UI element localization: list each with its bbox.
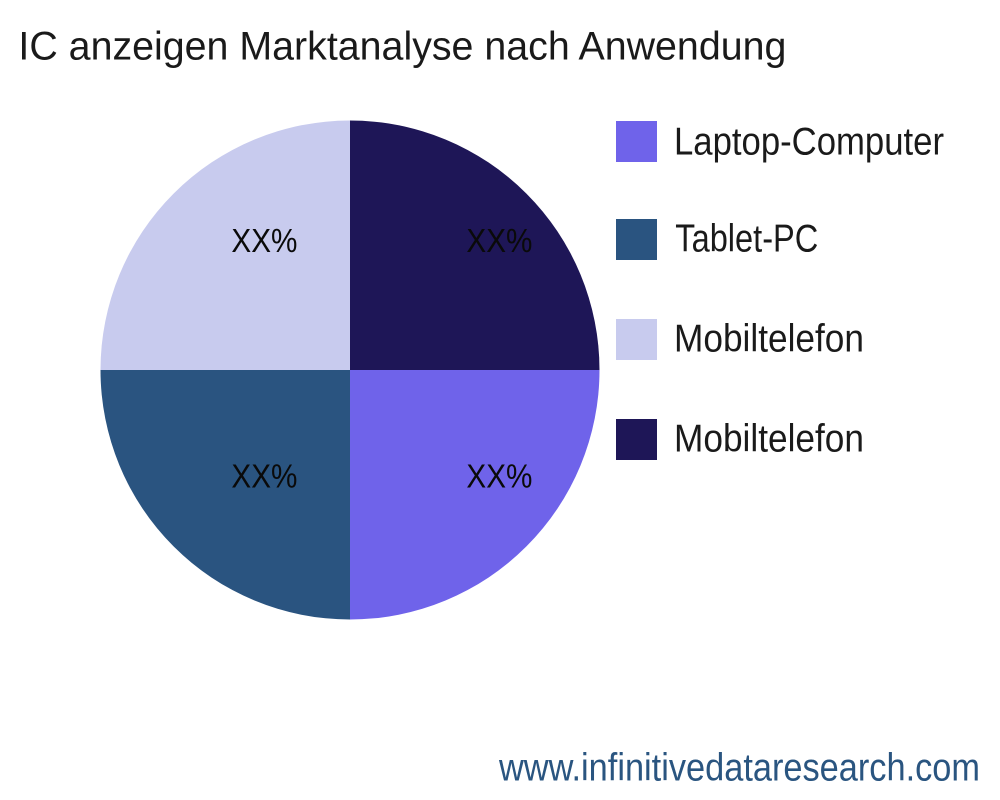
svg-text:www.infinitivedataresearch.com: www.infinitivedataresearch.com bbox=[498, 747, 980, 790]
svg-text:XX%: XX% bbox=[466, 458, 532, 495]
svg-text:Laptop-Computer: Laptop-Computer bbox=[674, 121, 944, 164]
svg-text:Tablet-PC: Tablet-PC bbox=[675, 218, 818, 261]
svg-text:Mobiltelefon: Mobiltelefon bbox=[674, 418, 864, 461]
svg-text:XX%: XX% bbox=[231, 222, 297, 259]
svg-text:Mobiltelefon: Mobiltelefon bbox=[674, 318, 864, 361]
svg-text:XX%: XX% bbox=[466, 222, 532, 259]
svg-text:IC anzeigen Marktanalyse nach: IC anzeigen Marktanalyse nach Anwendung bbox=[18, 25, 786, 69]
svg-text:XX%: XX% bbox=[231, 458, 297, 495]
